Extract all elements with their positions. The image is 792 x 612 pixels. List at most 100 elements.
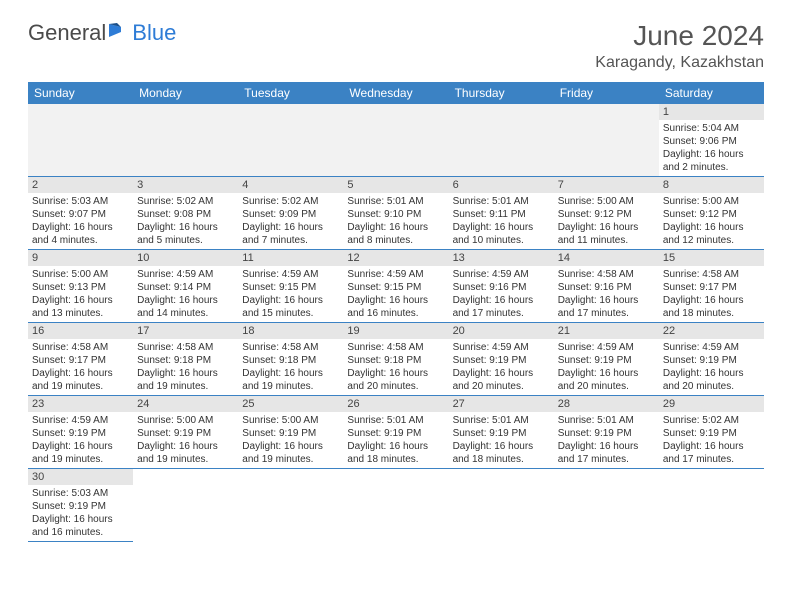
empty-cell bbox=[449, 469, 554, 542]
day-number: 10 bbox=[133, 250, 238, 266]
daylight-text: Daylight: 16 hours and 13 minutes. bbox=[32, 294, 129, 320]
day-number: 5 bbox=[343, 177, 448, 193]
empty-cell bbox=[28, 104, 133, 177]
daylight-text: Daylight: 16 hours and 18 minutes. bbox=[663, 294, 760, 320]
day-number: 20 bbox=[449, 323, 554, 339]
daylight-text: Daylight: 16 hours and 19 minutes. bbox=[32, 440, 129, 466]
empty-cell bbox=[238, 469, 343, 542]
daylight-text: Daylight: 16 hours and 20 minutes. bbox=[453, 367, 550, 393]
daylight-text: Daylight: 16 hours and 11 minutes. bbox=[558, 221, 655, 247]
day-cell-11: 11Sunrise: 4:59 AMSunset: 9:15 PMDayligh… bbox=[238, 250, 343, 323]
day-cell-21: 21Sunrise: 4:59 AMSunset: 9:19 PMDayligh… bbox=[554, 323, 659, 396]
day-info: Sunrise: 5:03 AMSunset: 9:07 PMDaylight:… bbox=[28, 193, 133, 249]
sunset-text: Sunset: 9:12 PM bbox=[663, 208, 760, 221]
day-number: 15 bbox=[659, 250, 764, 266]
sunset-text: Sunset: 9:19 PM bbox=[558, 354, 655, 367]
day-cell-14: 14Sunrise: 4:58 AMSunset: 9:16 PMDayligh… bbox=[554, 250, 659, 323]
sunrise-text: Sunrise: 4:59 AM bbox=[242, 268, 339, 281]
daylight-text: Daylight: 16 hours and 8 minutes. bbox=[347, 221, 444, 247]
dayname-sun: Sunday bbox=[28, 82, 133, 104]
day-number: 19 bbox=[343, 323, 448, 339]
sunset-text: Sunset: 9:19 PM bbox=[242, 427, 339, 440]
day-number: 22 bbox=[659, 323, 764, 339]
day-number: 7 bbox=[554, 177, 659, 193]
logo-text-general: General bbox=[28, 20, 106, 46]
sunrise-text: Sunrise: 5:01 AM bbox=[558, 414, 655, 427]
day-cell-13: 13Sunrise: 4:59 AMSunset: 9:16 PMDayligh… bbox=[449, 250, 554, 323]
day-info: Sunrise: 5:00 AMSunset: 9:12 PMDaylight:… bbox=[554, 193, 659, 249]
day-cell-30: 30Sunrise: 5:03 AMSunset: 9:19 PMDayligh… bbox=[28, 469, 133, 542]
day-info: Sunrise: 5:01 AMSunset: 9:19 PMDaylight:… bbox=[449, 412, 554, 468]
daylight-text: Daylight: 16 hours and 19 minutes. bbox=[242, 367, 339, 393]
day-info: Sunrise: 4:59 AMSunset: 9:15 PMDaylight:… bbox=[238, 266, 343, 322]
daylight-text: Daylight: 16 hours and 7 minutes. bbox=[242, 221, 339, 247]
sunrise-text: Sunrise: 5:00 AM bbox=[663, 195, 760, 208]
day-number: 11 bbox=[238, 250, 343, 266]
sunset-text: Sunset: 9:19 PM bbox=[137, 427, 234, 440]
day-info: Sunrise: 4:59 AMSunset: 9:19 PMDaylight:… bbox=[449, 339, 554, 395]
title-block: June 2024 Karagandy, Kazakhstan bbox=[595, 20, 764, 72]
empty-cell bbox=[133, 469, 238, 542]
sunrise-text: Sunrise: 5:00 AM bbox=[558, 195, 655, 208]
sunset-text: Sunset: 9:10 PM bbox=[347, 208, 444, 221]
empty-cell bbox=[659, 469, 764, 542]
day-number: 30 bbox=[28, 469, 133, 485]
calendar-row: 30Sunrise: 5:03 AMSunset: 9:19 PMDayligh… bbox=[28, 469, 764, 542]
empty-cell bbox=[133, 104, 238, 177]
day-cell-4: 4Sunrise: 5:02 AMSunset: 9:09 PMDaylight… bbox=[238, 177, 343, 250]
day-cell-23: 23Sunrise: 4:59 AMSunset: 9:19 PMDayligh… bbox=[28, 396, 133, 469]
sunrise-text: Sunrise: 4:59 AM bbox=[453, 268, 550, 281]
sunset-text: Sunset: 9:16 PM bbox=[558, 281, 655, 294]
sunrise-text: Sunrise: 4:59 AM bbox=[663, 341, 760, 354]
sunset-text: Sunset: 9:17 PM bbox=[663, 281, 760, 294]
day-cell-17: 17Sunrise: 4:58 AMSunset: 9:18 PMDayligh… bbox=[133, 323, 238, 396]
empty-cell bbox=[554, 104, 659, 177]
calendar-row: 9Sunrise: 5:00 AMSunset: 9:13 PMDaylight… bbox=[28, 250, 764, 323]
sunrise-text: Sunrise: 4:59 AM bbox=[137, 268, 234, 281]
day-number: 17 bbox=[133, 323, 238, 339]
day-number: 28 bbox=[554, 396, 659, 412]
sunrise-text: Sunrise: 5:02 AM bbox=[137, 195, 234, 208]
day-cell-8: 8Sunrise: 5:00 AMSunset: 9:12 PMDaylight… bbox=[659, 177, 764, 250]
sunset-text: Sunset: 9:13 PM bbox=[32, 281, 129, 294]
daylight-text: Daylight: 16 hours and 19 minutes. bbox=[242, 440, 339, 466]
daylight-text: Daylight: 16 hours and 15 minutes. bbox=[242, 294, 339, 320]
sunset-text: Sunset: 9:19 PM bbox=[663, 354, 760, 367]
sunrise-text: Sunrise: 4:58 AM bbox=[242, 341, 339, 354]
empty-cell bbox=[449, 104, 554, 177]
day-cell-26: 26Sunrise: 5:01 AMSunset: 9:19 PMDayligh… bbox=[343, 396, 448, 469]
sunset-text: Sunset: 9:19 PM bbox=[347, 427, 444, 440]
day-cell-25: 25Sunrise: 5:00 AMSunset: 9:19 PMDayligh… bbox=[238, 396, 343, 469]
day-info: Sunrise: 4:58 AMSunset: 9:17 PMDaylight:… bbox=[28, 339, 133, 395]
sunset-text: Sunset: 9:16 PM bbox=[453, 281, 550, 294]
day-info: Sunrise: 4:59 AMSunset: 9:19 PMDaylight:… bbox=[659, 339, 764, 395]
sunset-text: Sunset: 9:15 PM bbox=[242, 281, 339, 294]
day-number: 2 bbox=[28, 177, 133, 193]
day-number: 1 bbox=[659, 104, 764, 120]
sunset-text: Sunset: 9:11 PM bbox=[453, 208, 550, 221]
dayname-mon: Monday bbox=[133, 82, 238, 104]
sunset-text: Sunset: 9:17 PM bbox=[32, 354, 129, 367]
location: Karagandy, Kazakhstan bbox=[595, 54, 764, 72]
day-info: Sunrise: 5:01 AMSunset: 9:19 PMDaylight:… bbox=[343, 412, 448, 468]
daylight-text: Daylight: 16 hours and 20 minutes. bbox=[558, 367, 655, 393]
day-number: 24 bbox=[133, 396, 238, 412]
daylight-text: Daylight: 16 hours and 19 minutes. bbox=[32, 367, 129, 393]
daylight-text: Daylight: 16 hours and 20 minutes. bbox=[347, 367, 444, 393]
sunset-text: Sunset: 9:19 PM bbox=[453, 427, 550, 440]
day-info: Sunrise: 5:03 AMSunset: 9:19 PMDaylight:… bbox=[28, 485, 133, 541]
daylight-text: Daylight: 16 hours and 17 minutes. bbox=[453, 294, 550, 320]
day-info: Sunrise: 4:59 AMSunset: 9:15 PMDaylight:… bbox=[343, 266, 448, 322]
sunrise-text: Sunrise: 5:00 AM bbox=[137, 414, 234, 427]
day-info: Sunrise: 5:02 AMSunset: 9:08 PMDaylight:… bbox=[133, 193, 238, 249]
flag-icon bbox=[108, 20, 130, 46]
logo: General Blue bbox=[28, 20, 176, 46]
calendar-row: 16Sunrise: 4:58 AMSunset: 9:17 PMDayligh… bbox=[28, 323, 764, 396]
daylight-text: Daylight: 16 hours and 5 minutes. bbox=[137, 221, 234, 247]
sunrise-text: Sunrise: 5:01 AM bbox=[347, 195, 444, 208]
sunrise-text: Sunrise: 4:58 AM bbox=[347, 341, 444, 354]
calendar-row: 2Sunrise: 5:03 AMSunset: 9:07 PMDaylight… bbox=[28, 177, 764, 250]
day-info: Sunrise: 5:02 AMSunset: 9:19 PMDaylight:… bbox=[659, 412, 764, 468]
day-number: 18 bbox=[238, 323, 343, 339]
dayname-thu: Thursday bbox=[449, 82, 554, 104]
